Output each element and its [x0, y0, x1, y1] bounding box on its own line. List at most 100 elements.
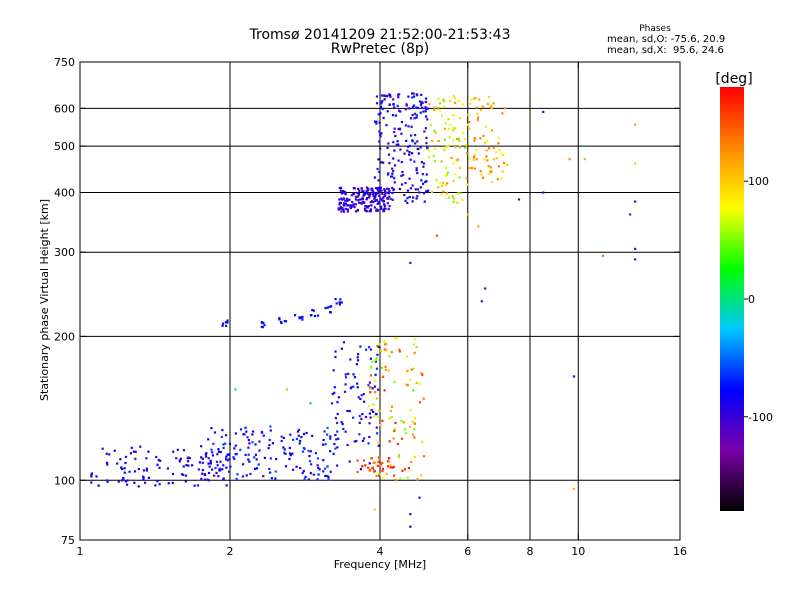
data-point [405, 104, 408, 107]
data-point [394, 421, 397, 425]
data-point [375, 367, 379, 370]
data-point [484, 125, 488, 128]
data-point [334, 447, 337, 450]
data-point [124, 461, 127, 465]
data-point [383, 204, 386, 207]
data-point [196, 484, 200, 487]
data-point [382, 208, 385, 211]
data-point [123, 467, 126, 470]
data-point [409, 261, 412, 265]
data-point [424, 106, 427, 109]
data-point [158, 483, 161, 486]
data-point [342, 341, 346, 344]
data-point [413, 416, 416, 419]
data-point [387, 192, 390, 195]
data-point [478, 98, 481, 101]
data-point [397, 159, 400, 162]
data-point [437, 107, 440, 110]
data-point [376, 353, 379, 356]
data-point [380, 101, 383, 104]
data-point [326, 465, 329, 468]
data-point [502, 153, 505, 156]
data-point [468, 166, 471, 170]
data-point [402, 421, 405, 424]
data-point [375, 198, 378, 202]
data-point [322, 443, 325, 446]
data-point [381, 419, 384, 422]
data-point [337, 208, 341, 211]
data-point [419, 146, 422, 149]
data-point [459, 192, 462, 195]
data-point [207, 471, 211, 475]
data-point [473, 97, 476, 100]
data-point [394, 336, 397, 340]
y-tick-label: 600 [54, 102, 75, 115]
data-point [342, 189, 345, 193]
data-point [445, 173, 449, 177]
data-point [506, 163, 509, 167]
data-point [416, 106, 420, 109]
data-point [475, 148, 478, 151]
data-point [370, 457, 373, 460]
chart-subtitle: RwPretec (8p) [331, 41, 429, 57]
data-point [405, 432, 408, 435]
data-point [397, 143, 400, 146]
data-point [324, 306, 327, 310]
data-point [405, 383, 408, 386]
data-point [229, 465, 232, 468]
data-point [368, 412, 371, 415]
data-point [244, 426, 247, 429]
data-point [338, 198, 341, 201]
data-point [472, 158, 475, 162]
data-point [225, 466, 228, 469]
data-point [380, 132, 383, 135]
data-point [356, 359, 360, 362]
data-point [420, 179, 423, 182]
data-point [246, 436, 249, 439]
data-point [334, 416, 337, 420]
data-point [411, 433, 415, 436]
data-point [395, 337, 399, 340]
data-point [408, 195, 411, 199]
data-point [370, 200, 374, 203]
data-point [377, 158, 380, 161]
data-point [329, 437, 332, 440]
data-point [90, 473, 93, 477]
data-point [394, 479, 397, 482]
data-point [479, 170, 482, 173]
data-point [458, 146, 461, 149]
data-point [417, 147, 420, 151]
data-point [379, 186, 382, 189]
data-point [385, 472, 388, 475]
data-point [338, 186, 341, 190]
data-point [301, 450, 305, 453]
data-point [301, 318, 304, 321]
data-point [239, 428, 243, 431]
data-point [468, 120, 471, 124]
data-point [418, 382, 421, 385]
data-point [217, 450, 221, 453]
data-point [379, 462, 383, 466]
data-point [200, 456, 203, 459]
data-point [373, 508, 376, 511]
data-point [440, 160, 443, 163]
data-point [386, 94, 389, 98]
data-point [185, 464, 188, 467]
data-point [116, 462, 119, 465]
data-point [402, 173, 405, 177]
data-point [219, 450, 222, 454]
data-point [415, 167, 418, 170]
data-point [226, 459, 229, 462]
data-point [365, 192, 369, 195]
data-point [424, 180, 427, 184]
data-point [387, 172, 390, 175]
data-point [495, 157, 498, 160]
data-point [377, 190, 380, 193]
data-point [142, 476, 145, 479]
data-point [339, 201, 343, 205]
data-point [444, 167, 448, 170]
data-point [406, 189, 410, 192]
data-point [468, 127, 471, 130]
data-point [382, 94, 385, 97]
data-point [344, 376, 348, 379]
